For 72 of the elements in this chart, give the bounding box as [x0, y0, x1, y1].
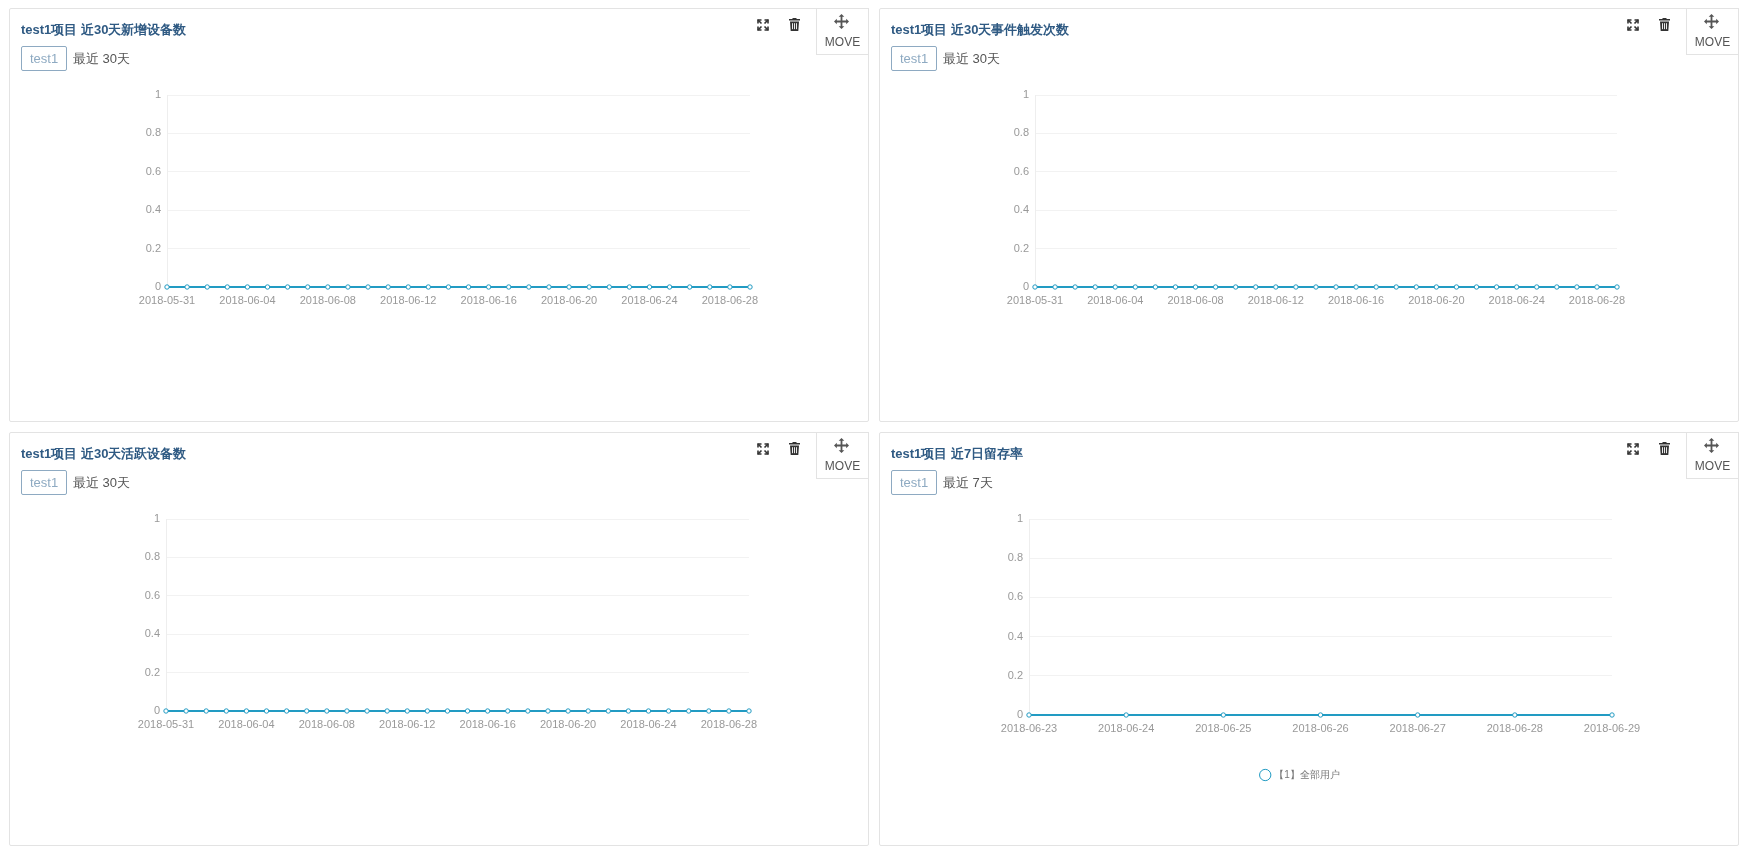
x-tick-label: 2018-06-24 [1098, 721, 1155, 734]
y-tick-label: 0.2 [144, 665, 160, 678]
y-tick-label: 0 [1022, 280, 1029, 293]
y-tick-label: 1 [154, 88, 161, 101]
x-tick-label: 2018-06-08 [299, 293, 356, 306]
x-tick-label: 2018-06-28 [1568, 293, 1626, 306]
y-tick-label: 0.4 [145, 203, 161, 216]
y-tick-label: 0.6 [1013, 164, 1029, 177]
chart-subtitle: 最近 30天 [943, 50, 1001, 68]
y-tick-label: 0.6 [1007, 590, 1023, 603]
legend-label: 【1】全部用户 [1274, 768, 1340, 780]
x-tick-label: 2018-06-16 [459, 717, 516, 730]
x-tick-label: 2018-06-04 [1087, 293, 1144, 306]
y-tick-label: 0 [1016, 708, 1023, 721]
x-tick-label: 2018-06-29 [1583, 721, 1641, 734]
y-tick-label: 0.2 [1007, 668, 1023, 681]
x-tick-label: 2018-06-24 [620, 717, 677, 730]
chart-title: test1项目 近30天活跃设备数 [21, 445, 187, 462]
x-tick-label: 2018-06-25 [1195, 721, 1252, 734]
y-tick-label: 0.8 [144, 550, 160, 563]
y-tick-label: 0.2 [1013, 241, 1029, 254]
chart-title: test1项目 近30天事件触发次数 [891, 21, 1070, 38]
x-tick-label: 2018-05-31 [1006, 293, 1064, 306]
x-tick-label: 2018-06-04 [218, 717, 275, 730]
y-tick-label: 0.4 [1007, 629, 1023, 642]
y-tick-label: 1 [1022, 88, 1029, 101]
chart-subtitle: 最近 30天 [73, 474, 131, 492]
chart-title: test1项目 近30天新增设备数 [21, 21, 187, 38]
text: MOVE [823, 35, 862, 49]
x-tick-label: 2018-06-27 [1389, 721, 1446, 734]
x-tick-label: 2018-06-24 [1488, 293, 1545, 306]
text: test1 [30, 50, 59, 68]
x-tick-label: 2018-06-04 [219, 293, 276, 306]
x-tick-label: 2018-06-08 [298, 717, 355, 730]
x-tick-label: 2018-06-20 [1408, 293, 1465, 306]
text: test1 [900, 50, 929, 68]
y-tick-label: 0.2 [145, 241, 161, 254]
y-tick-label: 0.8 [1007, 551, 1023, 564]
x-tick-label: 2018-06-28 [1486, 721, 1543, 734]
x-tick-label: 2018-06-12 [379, 717, 436, 730]
x-tick-label: 2018-06-28 [701, 293, 759, 306]
y-tick-label: 1 [153, 512, 160, 525]
y-tick-label: 0 [154, 280, 161, 293]
text: MOVE [1693, 459, 1732, 473]
x-tick-label: 2018-05-31 [138, 293, 196, 306]
x-tick-label: 2018-05-31 [137, 717, 195, 730]
chart-subtitle: 最近 7天 [943, 474, 993, 492]
x-tick-label: 2018-06-12 [1247, 293, 1304, 306]
y-tick-label: 0.4 [144, 627, 160, 640]
chart-title: test1项目 近7日留存率 [891, 445, 1024, 462]
x-tick-label: 2018-06-24 [621, 293, 678, 306]
y-tick-label: 0.6 [144, 588, 160, 601]
y-tick-label: 0 [153, 704, 160, 717]
x-tick-label: 2018-06-28 [700, 717, 758, 730]
text: MOVE [823, 459, 862, 473]
y-tick-label: 0.8 [1013, 126, 1029, 139]
x-tick-label: 2018-06-23 [1000, 721, 1058, 734]
y-tick-label: 0.8 [145, 126, 161, 139]
x-tick-label: 2018-06-16 [1327, 293, 1385, 306]
text: test1 [30, 474, 59, 492]
y-tick-label: 0.6 [145, 164, 161, 177]
text: test1 [900, 474, 929, 492]
y-tick-label: 1 [1016, 512, 1023, 525]
x-tick-label: 2018-06-20 [539, 717, 597, 730]
text: MOVE [1693, 35, 1732, 49]
x-tick-label: 2018-06-12 [380, 293, 437, 306]
y-tick-label: 0.4 [1013, 203, 1029, 216]
x-tick-label: 2018-06-08 [1167, 293, 1224, 306]
x-tick-label: 2018-06-20 [540, 293, 598, 306]
x-tick-label: 2018-06-26 [1292, 721, 1349, 734]
chart-subtitle: 最近 30天 [73, 50, 131, 68]
x-tick-label: 2018-06-16 [460, 293, 517, 306]
